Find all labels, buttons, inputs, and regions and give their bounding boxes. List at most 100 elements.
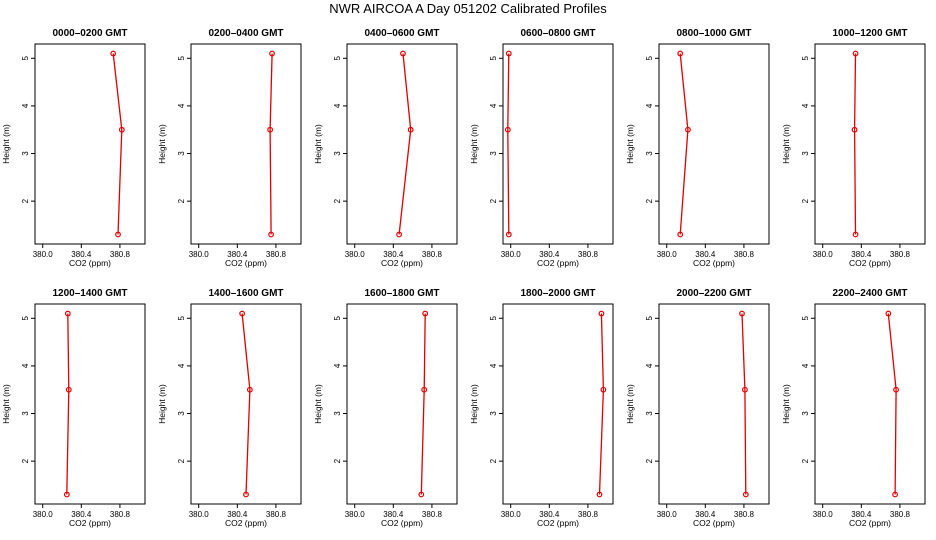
y-tick-label: 4 bbox=[333, 103, 342, 108]
x-tick-label: 380.0 bbox=[813, 250, 834, 259]
panel-title: 2000–2200 GMT bbox=[676, 288, 751, 299]
data-point bbox=[421, 386, 428, 393]
plot-frame bbox=[190, 303, 302, 505]
x-tick-label: 380.4 bbox=[851, 250, 872, 259]
y-tick-label: 3 bbox=[801, 151, 810, 156]
x-axis-label: CO2 (ppm) bbox=[69, 258, 111, 268]
x-tick-label: 380.8 bbox=[578, 250, 599, 259]
data-point bbox=[505, 50, 512, 57]
x-tick-label: 380.8 bbox=[890, 510, 911, 519]
y-tick-label: 2 bbox=[489, 198, 498, 203]
y-tick-label: 3 bbox=[177, 411, 186, 416]
data-point bbox=[268, 231, 274, 238]
x-tick-label: 380.0 bbox=[345, 250, 366, 259]
profile-line bbox=[112, 53, 123, 235]
y-tick-label: 2 bbox=[645, 458, 654, 463]
x-tick-label: 380.4 bbox=[851, 510, 872, 519]
x-axis-label: CO2 (ppm) bbox=[693, 518, 735, 528]
figure-title: NWR AIRCOA A Day 051202 Calibrated Profi… bbox=[329, 1, 607, 16]
plot-frame bbox=[814, 43, 926, 245]
data-point bbox=[598, 310, 605, 317]
y-tick-label: 4 bbox=[801, 363, 810, 368]
x-axis-label: CO2 (ppm) bbox=[225, 518, 267, 528]
y-tick-label: 4 bbox=[645, 103, 654, 108]
x-axis-label: CO2 (ppm) bbox=[849, 258, 891, 268]
x-tick-label: 380.4 bbox=[227, 510, 248, 519]
x-tick-label: 380.4 bbox=[695, 250, 716, 259]
y-tick-label: 4 bbox=[801, 103, 810, 108]
data-point bbox=[739, 310, 745, 317]
plot-frame bbox=[190, 43, 302, 245]
profile-line bbox=[241, 313, 251, 495]
panel-title: 1000–1200 GMT bbox=[832, 28, 907, 39]
y-tick-label: 3 bbox=[333, 151, 342, 156]
data-point bbox=[243, 491, 249, 498]
y-tick-label: 2 bbox=[801, 458, 810, 463]
y-tick-label: 2 bbox=[645, 198, 654, 203]
plot-frame bbox=[814, 303, 926, 505]
plot-frame bbox=[502, 43, 614, 245]
x-tick-label: 380.4 bbox=[383, 250, 404, 259]
panel-4: 0600–0800 GMT 380.0 380.4 380.8 2 3 4 5 CO2 (ppm… bbox=[469, 28, 614, 268]
x-tick-label: 380.8 bbox=[890, 250, 911, 259]
profile-line bbox=[66, 313, 70, 495]
y-tick-label: 5 bbox=[489, 316, 498, 321]
y-tick-label: 3 bbox=[489, 411, 498, 416]
data-point bbox=[63, 491, 70, 498]
data-point bbox=[65, 386, 72, 393]
panel-3: 0400–0600 GMT 380.0 380.4 380.8 2 3 4 5 CO2 (ppm… bbox=[313, 28, 458, 268]
y-tick-label: 5 bbox=[177, 316, 186, 321]
x-tick-label: 380.0 bbox=[657, 250, 678, 259]
plot-frame bbox=[34, 303, 146, 505]
profile-line bbox=[887, 313, 897, 495]
y-tick-label: 2 bbox=[21, 458, 30, 463]
y-tick-label: 3 bbox=[489, 151, 498, 156]
x-tick-label: 380.0 bbox=[657, 510, 678, 519]
panel-1: 0000–0200 GMT 380.0 380.4 380.8 2 3 4 5 CO2 (ppm… bbox=[1, 28, 146, 268]
x-tick-label: 380.0 bbox=[345, 510, 366, 519]
x-tick-label: 380.4 bbox=[539, 510, 560, 519]
profile-line bbox=[420, 313, 426, 495]
x-tick-label: 380.8 bbox=[110, 250, 131, 259]
x-tick-label: 380.8 bbox=[422, 510, 443, 519]
profile-line bbox=[269, 53, 273, 235]
x-axis-label: CO2 (ppm) bbox=[849, 518, 891, 528]
panel-title: 0000–0200 GMT bbox=[52, 28, 127, 39]
data-point bbox=[267, 126, 274, 133]
y-tick-label: 4 bbox=[177, 363, 186, 368]
data-point bbox=[422, 310, 429, 317]
x-tick-label: 380.0 bbox=[501, 250, 522, 259]
data-point bbox=[852, 50, 859, 57]
y-axis-label: Height (m) bbox=[781, 124, 791, 164]
y-tick-label: 5 bbox=[489, 56, 498, 61]
profile-line bbox=[398, 53, 412, 235]
x-axis-label: CO2 (ppm) bbox=[69, 518, 111, 528]
y-axis-label: Height (m) bbox=[313, 124, 323, 164]
data-point bbox=[118, 126, 125, 133]
y-tick-label: 4 bbox=[645, 363, 654, 368]
panel-10: 1800–2000 GMT 380.0 380.4 380.8 2 3 4 5 CO2 (ppm… bbox=[469, 288, 614, 528]
plot-frame bbox=[658, 303, 770, 505]
x-tick-label: 380.8 bbox=[110, 510, 131, 519]
profile-line bbox=[598, 313, 605, 495]
data-point bbox=[239, 310, 246, 317]
plot-frame bbox=[346, 303, 458, 505]
panel-title: 0400–0600 GMT bbox=[364, 28, 439, 39]
y-axis-label: Height (m) bbox=[157, 124, 167, 164]
x-tick-label: 380.4 bbox=[71, 510, 92, 519]
data-point bbox=[115, 231, 121, 238]
x-tick-label: 380.8 bbox=[734, 510, 755, 519]
panel-6: 1000–1200 GMT 380.0 380.4 380.8 2 3 4 5 CO2 (ppm… bbox=[781, 28, 926, 268]
x-tick-label: 380.4 bbox=[383, 510, 404, 519]
y-tick-label: 3 bbox=[177, 151, 186, 156]
y-tick-label: 5 bbox=[801, 316, 810, 321]
y-tick-label: 2 bbox=[801, 198, 810, 203]
data-point bbox=[246, 386, 253, 393]
x-tick-label: 380.0 bbox=[501, 510, 522, 519]
y-tick-label: 3 bbox=[21, 411, 30, 416]
y-tick-label: 2 bbox=[21, 198, 30, 203]
y-tick-label: 5 bbox=[645, 316, 654, 321]
data-point bbox=[505, 231, 512, 238]
data-point bbox=[418, 491, 425, 498]
y-axis-label: Height (m) bbox=[157, 384, 167, 424]
